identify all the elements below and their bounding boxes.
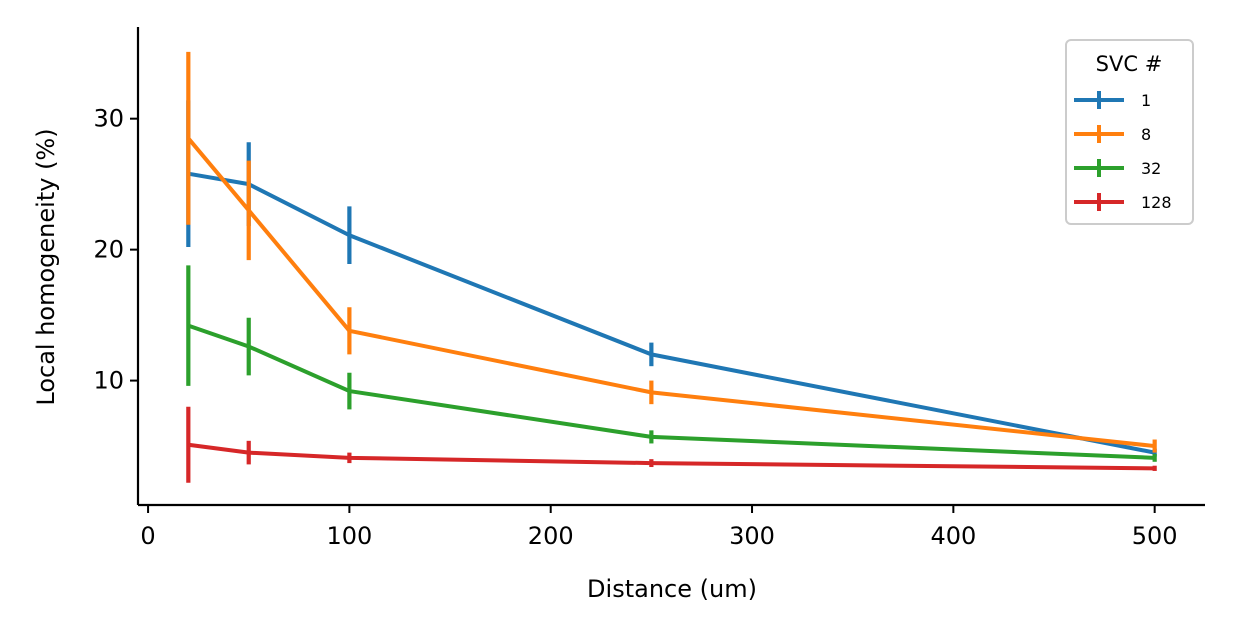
x-ticks: 0 100 200 300 400 500 [140, 505, 1178, 550]
series-line [188, 442, 1155, 471]
x-tick-label: 500 [1132, 522, 1178, 550]
series-1 [186, 100, 1157, 457]
plot-area: 0 100 200 300 400 500 10 20 30 [93, 27, 1205, 550]
series-line [187, 323, 1155, 460]
legend-item: 8 [1074, 125, 1151, 144]
legend-item: 1 [1074, 91, 1151, 110]
legend-label: 1 [1141, 91, 1151, 110]
legend-frame [1065, 39, 1194, 225]
legend-item: 32 [1074, 159, 1161, 178]
series-128 [186, 406, 1157, 483]
y-axis-label: Local homogeneity (%) [32, 128, 60, 405]
series-32 [186, 265, 1157, 462]
x-tick-label: 300 [729, 522, 775, 550]
series-layer [186, 51, 1157, 483]
legend-label: 8 [1141, 125, 1151, 144]
legend-label: 128 [1141, 193, 1172, 212]
legend-title: SVC # [1096, 52, 1163, 76]
legend-items: 1 8 32 128 [1074, 91, 1172, 212]
y-tick-label: 30 [93, 105, 124, 133]
y-tick-label: 20 [93, 236, 124, 264]
x-tick-label: 200 [528, 522, 574, 550]
x-axis-label: Distance (um) [587, 575, 757, 603]
legend-label: 32 [1141, 159, 1161, 178]
x-tick-label: 400 [930, 522, 976, 550]
series-line [186, 137, 1155, 449]
x-tick-label: 100 [326, 522, 372, 550]
x-tick-label: 0 [140, 522, 155, 550]
series-8 [186, 51, 1157, 453]
legend: SVC # 1 8 32 128 [1065, 39, 1194, 225]
legend-item: 128 [1074, 193, 1172, 212]
y-ticks: 10 20 30 [93, 105, 138, 395]
y-tick-label: 10 [93, 367, 124, 395]
